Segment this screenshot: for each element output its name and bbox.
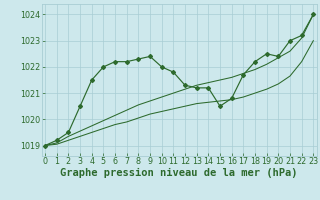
X-axis label: Graphe pression niveau de la mer (hPa): Graphe pression niveau de la mer (hPa) [60,168,298,178]
